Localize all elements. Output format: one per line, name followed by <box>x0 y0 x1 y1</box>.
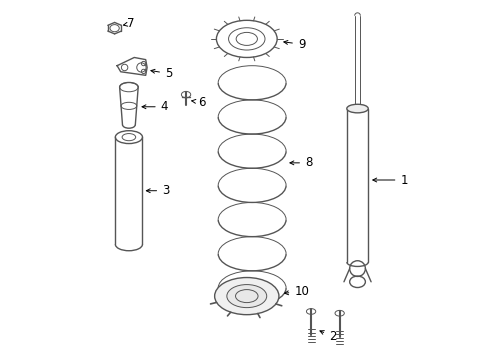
Ellipse shape <box>347 104 368 113</box>
Ellipse shape <box>227 285 267 307</box>
Text: 9: 9 <box>284 38 305 51</box>
Text: 8: 8 <box>290 156 313 169</box>
Text: 10: 10 <box>285 285 309 298</box>
Text: 5: 5 <box>151 67 172 80</box>
Text: 2: 2 <box>320 330 337 343</box>
Text: 1: 1 <box>373 174 408 186</box>
Text: 7: 7 <box>123 17 135 30</box>
Text: 6: 6 <box>192 96 205 109</box>
Ellipse shape <box>215 278 279 315</box>
Text: 3: 3 <box>147 184 170 197</box>
Text: 4: 4 <box>142 100 168 113</box>
